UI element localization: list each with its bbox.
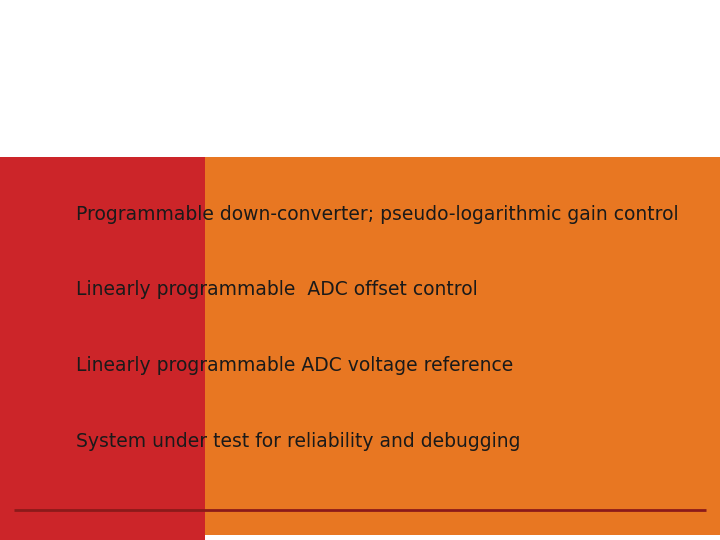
Bar [0, 157, 720, 535]
Text: THE UNIVERSITY OF
SYDNEY: THE UNIVERSITY OF SYDNEY [144, 87, 230, 107]
Text: System under test for reliability and debugging: System under test for reliability and de… [76, 431, 520, 451]
Bar [0, 157, 205, 540]
Text: RX Remote Control: RX Remote Control [386, 80, 651, 109]
Bar [22, 59, 83, 143]
Bar [205, 157, 720, 535]
Text: Linearly programmable  ADC offset control: Linearly programmable ADC offset control [76, 280, 477, 300]
Text: Linearly programmable ADC voltage reference: Linearly programmable ADC voltage refere… [76, 356, 513, 375]
Text: Programmable down-converter; pseudo-logarithmic gain control: Programmable down-converter; pseudo-loga… [76, 205, 678, 224]
